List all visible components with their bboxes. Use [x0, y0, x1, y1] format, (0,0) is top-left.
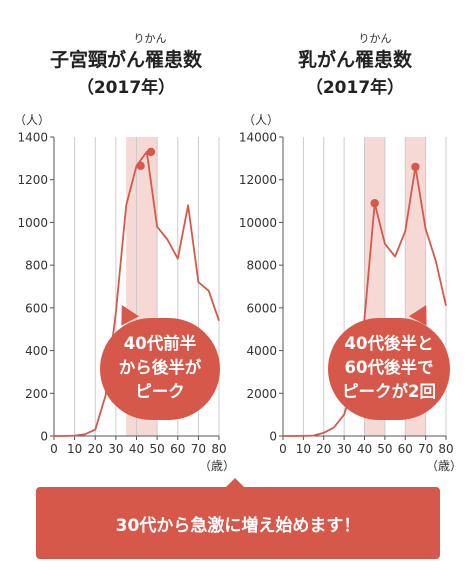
breast-x-tick-label-5: 50: [377, 442, 392, 456]
callout-cervical: 40代前半 から後半が ピーク: [100, 318, 220, 420]
cervical-y-tick-label-5: 1000: [17, 216, 48, 230]
cervical-y-tick-label-4: 800: [25, 259, 48, 273]
breast-y-tick-label-4: 8000: [246, 259, 277, 273]
cervical-y-tick-label-3: 600: [25, 301, 48, 315]
breast-chart-subtitle: （2017年）: [306, 77, 404, 98]
cervical-peak-marker-0: [136, 161, 145, 171]
cervical-title-ruby: りかん: [134, 32, 167, 45]
breast-series-line: [283, 165, 447, 437]
breast-x-tick-label-8: 80: [438, 442, 453, 456]
cervical-y-tick-label-6: 1200: [17, 173, 48, 187]
breast-x-tick-label-4: 40: [357, 442, 372, 456]
callout-breast: 40代後半と 60代後半で ピークが2回: [328, 318, 450, 420]
banner-pointer: [225, 478, 245, 488]
cervical-y-axis-unit: （人）: [14, 113, 50, 127]
callout-cervical-line-1: 40代前半: [123, 334, 197, 353]
cervical-x-tick-label-1: 10: [67, 442, 82, 456]
breast-y-tick-label-3: 6000: [246, 301, 277, 315]
breast-peak-marker-1: [411, 162, 420, 172]
cervical-x-tick-label-5: 50: [149, 442, 164, 456]
breast-y-tick-label-7: 14000: [239, 131, 277, 145]
breast-x-tick-label-1: 10: [296, 442, 311, 456]
breast-y-tick-label-0: 0: [269, 430, 277, 444]
cervical-y-tick-label-7: 1400: [17, 131, 48, 145]
breast-y-tick-label-1: 2000: [246, 387, 277, 401]
cervical-peak-marker-1: [146, 147, 156, 157]
cervical-x-axis-unit: （歳）: [199, 459, 235, 473]
breast-y-tick-label-2: 4000: [246, 344, 277, 358]
breast-x-axis-unit: （歳）: [426, 459, 462, 473]
callout-breast-line-3: ピークが2回: [342, 382, 436, 401]
breast-x-tick-label-7: 70: [418, 442, 433, 456]
cervical-x-tick-label-7: 70: [191, 442, 206, 456]
cervical-x-tick-label-2: 20: [88, 442, 103, 456]
breast-peak-marker-0: [370, 199, 379, 208]
breast-x-tick-label-3: 30: [336, 442, 351, 456]
cervical-y-tick-label-2: 400: [25, 344, 48, 358]
cervical-chart-subtitle: （2017年）: [77, 77, 175, 98]
cervical-x-tick-label-8: 80: [211, 442, 226, 456]
breast-y-axis-unit: （人）: [243, 113, 279, 127]
cervical-x-tick-label-4: 40: [129, 442, 144, 456]
breast-y-tick-label-5: 10000: [239, 216, 277, 230]
breast-x-tick-label-6: 60: [398, 442, 413, 456]
cervical-y-tick-label-0: 0: [40, 430, 48, 444]
callout-cervical-line-2: から後半が: [118, 358, 202, 377]
cervical-chart-title: 子宮頸がん罹患数: [50, 48, 203, 71]
summary-banner-text: 30代から急激に増え始めます！: [115, 515, 361, 536]
breast-x-tick-label-0: 0: [279, 442, 287, 456]
cervical-x-tick-label-3: 30: [108, 442, 123, 456]
breast-chart-title: 乳がん罹患数: [298, 48, 413, 71]
callout-cervical-line-3: ピーク: [135, 382, 185, 401]
summary-banner: 30代から急激に増え始めます！: [36, 487, 440, 559]
callout-breast-line-2: 60代後半で: [344, 358, 434, 377]
cervical-y-tick-label-1: 200: [25, 387, 48, 401]
cervical-x-tick-label-6: 60: [170, 442, 185, 456]
breast-x-tick-label-2: 20: [316, 442, 331, 456]
breast-title-ruby: りかん: [359, 32, 392, 45]
breast-y-tick-label-6: 12000: [239, 173, 277, 187]
callout-breast-line-1: 40代後半と: [344, 334, 434, 353]
cervical-x-tick-label-0: 0: [50, 442, 58, 456]
